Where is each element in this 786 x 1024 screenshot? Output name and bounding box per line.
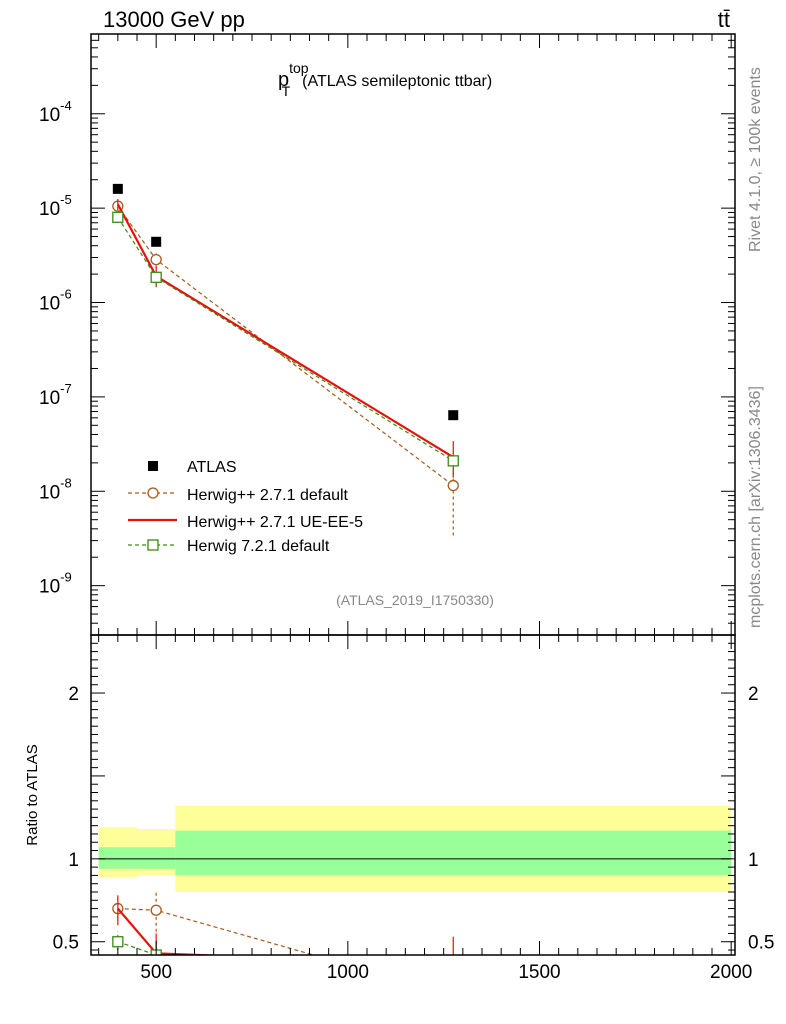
main-ytick-base: 10 bbox=[39, 482, 60, 503]
main-ytick-exp: -7 bbox=[60, 381, 72, 396]
ratio-ytick-label-left: 0.5 bbox=[53, 933, 79, 954]
main-herwig-2-7-1-default-marker bbox=[447, 479, 459, 492]
rivet-version-label: Rivet 4.1.0, ≥ 100k events bbox=[747, 67, 764, 252]
main-ytick-label: 10-6 bbox=[39, 287, 72, 315]
legend-label-herwig7-default: Herwig 7.2.1 default bbox=[187, 538, 330, 555]
main-ytick-label: 10-7 bbox=[39, 381, 72, 409]
main-ytick-label: 10-9 bbox=[39, 570, 72, 598]
ratio-bands bbox=[98, 805, 732, 892]
main-ytick-base: 10 bbox=[39, 388, 60, 409]
main-ytick-base: 10 bbox=[39, 577, 60, 598]
main-atlas-marker bbox=[151, 236, 162, 247]
analysis-id: (ATLAS_2019_I1750330) bbox=[336, 592, 494, 608]
title-sub: T bbox=[282, 83, 291, 99]
ratio-ylabel: Ratio to ATLAS bbox=[24, 744, 41, 845]
main-ytick-exp: -8 bbox=[60, 475, 72, 490]
main-ytick-exp: -9 bbox=[60, 570, 72, 585]
main-herwig-7-2-1-default-marker bbox=[150, 271, 162, 283]
main-herwig-7-2-1-default-line bbox=[117, 216, 454, 462]
ratio-ytick-label-right: 2 bbox=[748, 684, 759, 705]
ratio-herwig-7-2-1-default-marker bbox=[112, 936, 124, 948]
ratio-herwig-2-7-1-default-marker bbox=[448, 990, 458, 1000]
energy-label: 13000 GeV pp bbox=[103, 7, 245, 32]
main-herwig-2-7-1-default-marker bbox=[150, 253, 162, 266]
main-ytick-exp: -4 bbox=[60, 98, 72, 113]
legend-label-herwigpp-ueee5: Herwig++ 2.7.1 UE-EE-5 bbox=[187, 514, 363, 531]
legend-herwig-2-7-1-default-marker bbox=[147, 487, 159, 499]
main-ytick-base: 10 bbox=[39, 199, 60, 220]
ratio-herwig-2-7-1-default-marker bbox=[150, 904, 162, 916]
main-ytick-label: 10-4 bbox=[39, 98, 72, 126]
ratio-frame bbox=[90, 634, 736, 956]
ratio-ytick-label-left: 2 bbox=[68, 684, 79, 705]
main-ytick-label: 10-8 bbox=[39, 475, 72, 503]
ratio-band-inner bbox=[98, 847, 137, 869]
ratio-xtick-label: 1500 bbox=[518, 962, 560, 983]
ratio-xtick-label: 1000 bbox=[327, 962, 369, 983]
main-ytick-base: 10 bbox=[39, 105, 60, 126]
main-atlas-marker bbox=[448, 410, 459, 421]
main-ytick-exp: -5 bbox=[60, 192, 72, 207]
main-atlas-marker bbox=[112, 183, 123, 194]
ratio-band-inner bbox=[175, 830, 732, 876]
ratio-series-group bbox=[112, 890, 458, 1000]
title-sup: top bbox=[289, 60, 309, 76]
main-herwig-2-7-1-default-line bbox=[117, 205, 454, 487]
main-ytick-exp: -6 bbox=[60, 287, 72, 302]
main-title: ptop T (ATLAS semileptonic ttbar) bbox=[278, 60, 492, 99]
ratio-ytick-label-left: 1 bbox=[68, 850, 79, 871]
title-p: p bbox=[278, 69, 289, 91]
title-rest: (ATLAS semileptonic ttbar) bbox=[302, 73, 492, 90]
legend-label-herwigpp-default: Herwig++ 2.7.1 default bbox=[187, 487, 349, 504]
main-ytick-label: 10-5 bbox=[39, 192, 72, 220]
ratio-ytick-label-right: 1 bbox=[748, 850, 759, 871]
legend-atlas-marker bbox=[148, 461, 158, 471]
main-herwig-2-7-1-ue-ee-5-line bbox=[116, 203, 454, 459]
ratio-herwig-7-2-1-default-marker bbox=[448, 965, 458, 975]
process-label: tt̄ bbox=[718, 7, 730, 32]
legend: ATLAS Herwig++ 2.7.1 default Herwig++ 2.… bbox=[128, 459, 363, 555]
mcplots-label: mcplots.cern.ch [arXiv:1306.3436] bbox=[747, 386, 764, 628]
ratio-band-inner bbox=[137, 847, 176, 869]
legend-herwig-7-2-1-default-marker bbox=[147, 539, 159, 551]
main-ytick-base: 10 bbox=[39, 294, 60, 315]
main-herwig-7-2-1-default-marker bbox=[112, 211, 124, 223]
ratio-xtick-label: 2000 bbox=[710, 962, 752, 983]
ratio-xtick-label: 500 bbox=[140, 962, 172, 983]
ratio-ytick-label-right: 0.5 bbox=[748, 933, 774, 954]
main-series-group bbox=[112, 183, 459, 536]
main-herwig-7-2-1-default-marker bbox=[447, 455, 459, 467]
ratio-herwig-2-7-1-ue-ee-5-line bbox=[116, 907, 227, 955]
legend-label-atlas: ATLAS bbox=[187, 459, 237, 476]
